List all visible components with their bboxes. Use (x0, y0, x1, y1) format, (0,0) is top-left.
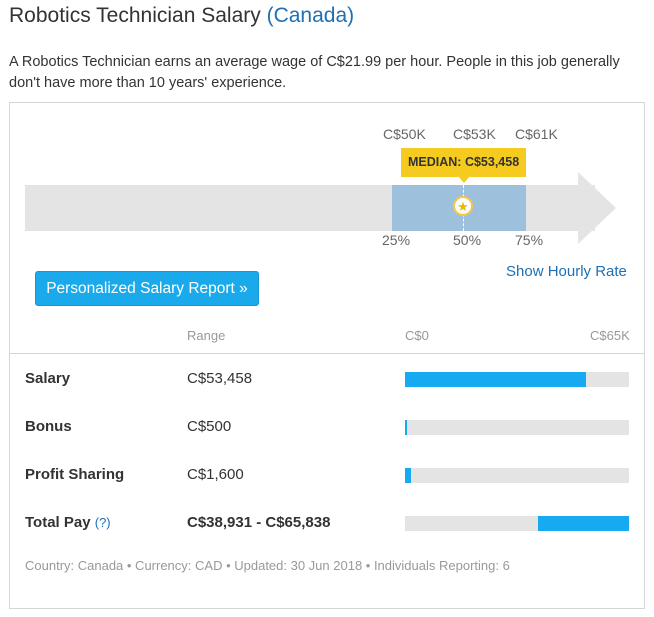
salary-card: C$50K C$53K C$61K ★ MEDIAN: C$53,458 25%… (9, 102, 645, 609)
total-pay-help-link[interactable]: (?) (94, 515, 111, 530)
location-link[interactable]: (Canada) (266, 4, 355, 27)
profit-sharing-label: Profit Sharing (25, 466, 125, 483)
range-column-header: Range (187, 328, 226, 343)
profit-sharing-value: C$1,600 (187, 466, 244, 483)
table-divider (10, 353, 644, 354)
bonus-value: C$500 (187, 418, 232, 435)
total-pay-bar-fill (538, 516, 629, 531)
show-hourly-rate-link[interactable]: Show Hourly Rate (506, 263, 627, 280)
p50-label: 50% (453, 232, 482, 248)
star-icon: ★ (453, 196, 473, 216)
bonus-bar (405, 420, 629, 435)
scale-max-label: C$65K (590, 328, 630, 343)
profit-sharing-bar (405, 468, 629, 483)
p25-label: 25% (382, 232, 411, 248)
salary-summary: A Robotics Technician earns an average w… (9, 54, 620, 91)
median-badge: MEDIAN: C$53,458 (401, 148, 527, 183)
job-title: Robotics Technician Salary (9, 4, 261, 27)
salary-bar-fill (405, 372, 586, 387)
bonus-label: Bonus (25, 418, 72, 435)
total-pay-label: Total Pay (?) (25, 514, 111, 531)
profit-sharing-bar-fill (405, 468, 411, 483)
salary-bar (405, 372, 629, 387)
p75-amount: C$61K (515, 126, 558, 142)
personalized-report-button[interactable]: Personalized Salary Report » (35, 271, 259, 306)
bonus-bar-fill (405, 420, 407, 435)
salary-label: Salary (25, 370, 71, 387)
p25-amount: C$50K (383, 126, 426, 142)
total-pay-bar (405, 516, 629, 531)
arrow-head-icon (578, 172, 616, 244)
scale-min-label: C$0 (405, 328, 429, 343)
p75-label: 75% (515, 232, 544, 248)
salary-value: C$53,458 (187, 370, 253, 387)
page-title: Robotics Technician Salary (Canada) (9, 4, 354, 28)
p50-amount: C$53K (453, 126, 496, 142)
total-pay-label-text: Total Pay (25, 514, 91, 531)
total-pay-value: C$38,931 - C$65,838 (187, 514, 331, 531)
data-source-footer: Country: Canada • Currency: CAD • Update… (25, 558, 510, 573)
